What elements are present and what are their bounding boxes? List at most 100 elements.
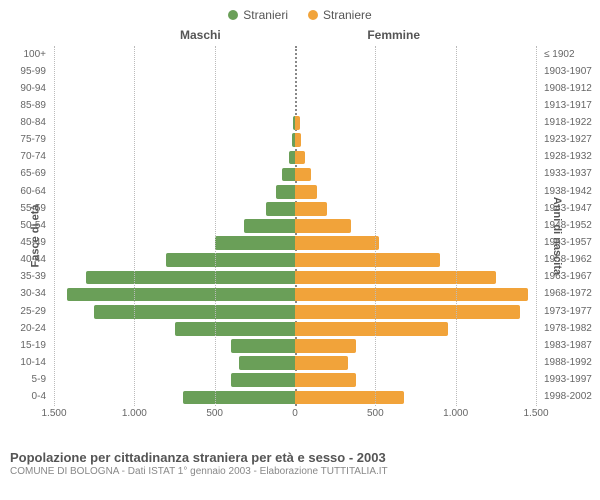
x-tick-label: 1.000 <box>122 408 147 419</box>
x-tick-label: 0 <box>292 408 298 419</box>
bar-male <box>67 288 295 302</box>
bar-row <box>54 115 536 132</box>
legend-male: Stranieri <box>228 8 288 22</box>
header-female: Femmine <box>367 28 420 42</box>
bar-row <box>54 132 536 149</box>
age-label: 60-64 <box>0 183 46 200</box>
bar-male <box>231 373 295 387</box>
bar-row <box>54 80 536 97</box>
bar-male <box>231 339 295 353</box>
x-tick-label: 500 <box>206 408 223 419</box>
header-male: Maschi <box>180 28 221 42</box>
birth-label: 1988-1992 <box>544 355 600 372</box>
age-label: 45-49 <box>0 235 46 252</box>
birth-label: 1913-1917 <box>544 97 600 114</box>
age-label: 15-19 <box>0 337 46 354</box>
chart-subtitle: COMUNE DI BOLOGNA - Dati ISTAT 1° gennai… <box>10 466 590 477</box>
legend: Stranieri Straniere <box>0 0 600 26</box>
bar-female <box>295 133 301 147</box>
bar-female <box>295 271 496 285</box>
bar-female <box>295 219 351 233</box>
x-tick-label: 500 <box>367 408 384 419</box>
age-label: 85-89 <box>0 97 46 114</box>
bar-row <box>54 46 536 63</box>
bar-female <box>295 236 379 250</box>
bar-male <box>166 253 295 267</box>
age-label: 70-74 <box>0 149 46 166</box>
age-label: 25-29 <box>0 303 46 320</box>
bar-row <box>54 149 536 166</box>
birth-label: 1908-1912 <box>544 80 600 97</box>
bar-row <box>54 355 536 372</box>
birth-label: 1943-1947 <box>544 200 600 217</box>
swatch-male <box>228 10 238 20</box>
swatch-female <box>308 10 318 20</box>
plot-area <box>54 46 536 406</box>
birth-label: 1968-1972 <box>544 286 600 303</box>
bar-male <box>282 168 295 182</box>
birth-label: 1963-1967 <box>544 269 600 286</box>
age-label: 95-99 <box>0 63 46 80</box>
gridline <box>375 46 376 406</box>
birth-label: 1923-1927 <box>544 132 600 149</box>
bar-male <box>175 322 296 336</box>
age-label: 35-39 <box>0 269 46 286</box>
age-label: 40-44 <box>0 252 46 269</box>
birth-label: 1978-1982 <box>544 320 600 337</box>
birth-label: 1918-1922 <box>544 115 600 132</box>
age-label: 55-59 <box>0 200 46 217</box>
bar-row <box>54 337 536 354</box>
bar-female <box>295 322 448 336</box>
x-tick-label: 1.000 <box>443 408 468 419</box>
bar-male <box>239 356 295 370</box>
x-tick-label: 1.500 <box>523 408 548 419</box>
bar-male <box>86 271 295 285</box>
birth-label: 1953-1957 <box>544 235 600 252</box>
bar-row <box>54 320 536 337</box>
bar-row <box>54 303 536 320</box>
bar-row <box>54 286 536 303</box>
bar-row <box>54 389 536 406</box>
birth-label: 1983-1987 <box>544 337 600 354</box>
birth-label: 1938-1942 <box>544 183 600 200</box>
age-label: 90-94 <box>0 80 46 97</box>
bar-female <box>295 116 300 130</box>
chart-title: Popolazione per cittadinanza straniera p… <box>10 450 590 465</box>
bar-row <box>54 269 536 286</box>
birth-label: 1928-1932 <box>544 149 600 166</box>
birth-label: ≤ 1902 <box>544 46 600 63</box>
bar-male <box>215 236 295 250</box>
bar-female <box>295 373 356 387</box>
bar-female <box>295 288 528 302</box>
gridline <box>134 46 135 406</box>
bar-female <box>295 151 305 165</box>
bar-rows <box>54 46 536 406</box>
gridline <box>456 46 457 406</box>
birth-label: 1903-1907 <box>544 63 600 80</box>
bar-row <box>54 97 536 114</box>
bar-row <box>54 235 536 252</box>
birth-label: 1973-1977 <box>544 303 600 320</box>
bar-row <box>54 200 536 217</box>
bar-male <box>244 219 295 233</box>
age-label: 0-4 <box>0 389 46 406</box>
bar-row <box>54 166 536 183</box>
age-label: 75-79 <box>0 132 46 149</box>
bar-female <box>295 253 440 267</box>
bar-male <box>266 202 295 216</box>
bar-male <box>276 185 295 199</box>
gridline <box>215 46 216 406</box>
age-label: 20-24 <box>0 320 46 337</box>
age-label: 50-54 <box>0 217 46 234</box>
bar-row <box>54 372 536 389</box>
legend-male-label: Stranieri <box>243 8 288 22</box>
y-axis-birth-labels: ≤ 19021903-19071908-19121913-19171918-19… <box>540 46 600 406</box>
legend-female-label: Straniere <box>323 8 372 22</box>
bar-row <box>54 217 536 234</box>
bar-female <box>295 305 520 319</box>
pyramid-chart: Maschi Femmine Fasce di età Anni di nasc… <box>0 26 600 446</box>
birth-label: 1958-1962 <box>544 252 600 269</box>
bar-female <box>295 168 311 182</box>
x-axis: 1.5001.00050005001.0001.500 <box>54 408 536 426</box>
age-label: 5-9 <box>0 372 46 389</box>
